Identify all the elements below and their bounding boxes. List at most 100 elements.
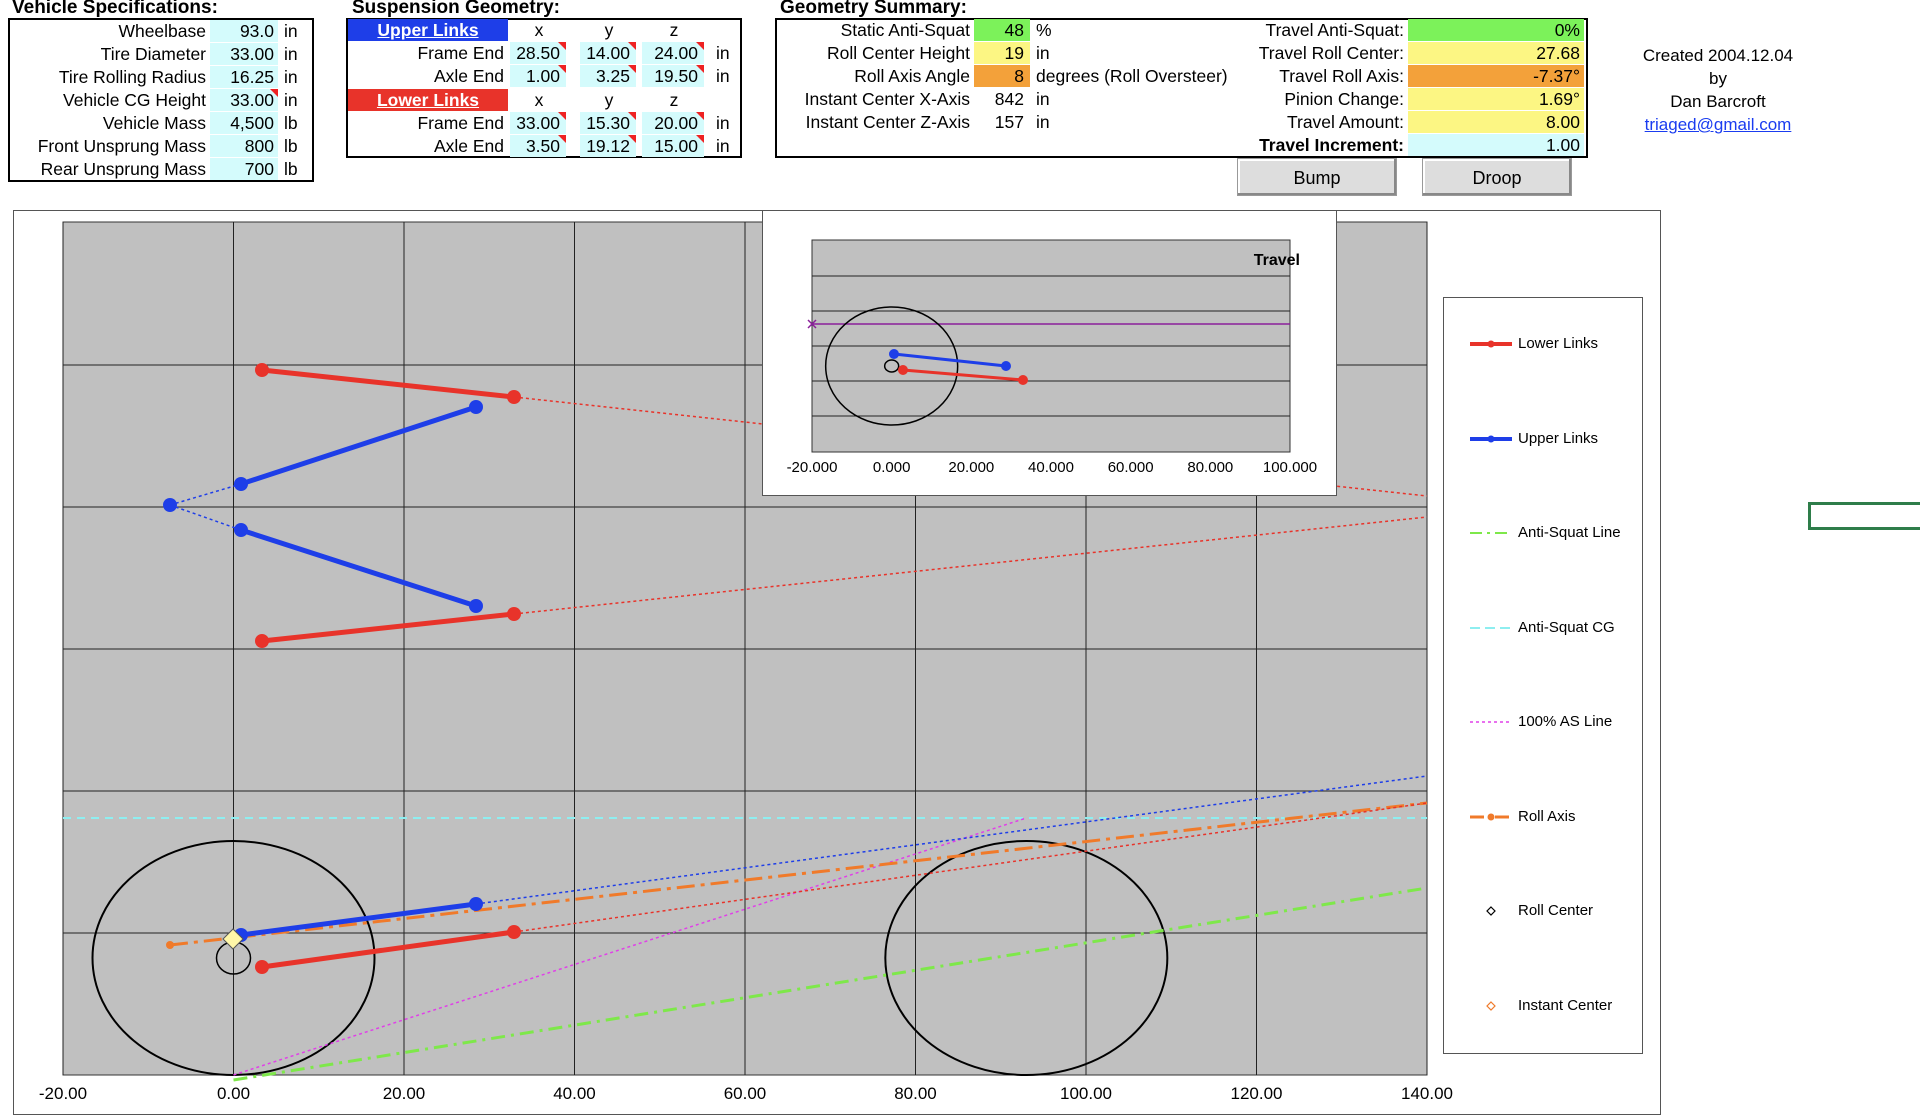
legend-label: Lower Links — [1518, 335, 1599, 352]
upper-links-header[interactable]: Upper Links — [348, 19, 508, 41]
summary-value: 19 — [974, 42, 1030, 64]
suspension-lower-value-field[interactable]: 3.50 — [510, 135, 566, 157]
suspension-lower-value-field[interactable]: 15.00 — [642, 135, 704, 157]
lower-links-header[interactable]: Lower Links — [348, 89, 508, 111]
summary-label: Instant Center Z-Axis — [805, 112, 970, 132]
summary-label: Roll Axis Angle — [854, 66, 970, 86]
suspension-geometry-title: Suspension Geometry: — [352, 0, 560, 18]
legend-item: Anti-Squat CG — [1444, 618, 1644, 638]
summary-travel-value: 8.00 — [1408, 111, 1584, 133]
credits-email-link[interactable]: triaged@gmail.com — [1644, 115, 1792, 134]
summary-travel-value: 1.69° — [1408, 88, 1584, 110]
suspension-upper-value-field[interactable]: 24.00 — [642, 42, 704, 64]
vehicle-spec-value-field[interactable]: 16.25 — [210, 66, 278, 88]
inset-chart-title: Travel — [1253, 252, 1300, 269]
summary-label: Static Anti-Squat — [840, 20, 970, 40]
vehicle-spec-unit: lb — [284, 136, 298, 156]
summary-unit: degrees (Roll Oversteer) — [1036, 66, 1228, 86]
upper-link-extension-line — [475, 775, 1428, 905]
legend-swatch — [1470, 340, 1512, 348]
vehicle-spec-value-field[interactable]: 33.00 — [210, 89, 278, 111]
legend-label: Anti-Squat Line — [1518, 524, 1621, 541]
column-header-x: x — [534, 90, 544, 110]
x-tick-label: 40.00 — [553, 1084, 596, 1103]
legend-label: Upper Links — [1518, 429, 1599, 447]
anti-squat-line — [233, 886, 1428, 1082]
credits: Created 2004.12.04 by Dan Barcroft triag… — [1600, 44, 1836, 136]
legend-item: Instant Center — [1444, 996, 1644, 1016]
link-joint-marker — [507, 607, 521, 621]
suspension-upper-value-field[interactable]: 14.00 — [580, 42, 636, 64]
x-tick-label: 100.00 — [1060, 1084, 1112, 1103]
vehicle-spec-value-field[interactable]: 93.0 — [210, 20, 278, 42]
bump-button[interactable]: Bump — [1237, 158, 1397, 196]
inset-link-joint — [898, 365, 908, 375]
vehicle-spec-unit: in — [284, 90, 298, 110]
legend-label: Roll Axis — [1518, 807, 1576, 825]
suspension-upper-value-field[interactable]: 28.50 — [510, 42, 566, 64]
droop-button[interactable]: Droop — [1422, 158, 1572, 196]
legend-swatch — [1470, 626, 1512, 629]
roll-axis-line — [169, 801, 1428, 947]
legend-label: Instant Center — [1518, 996, 1613, 1014]
summary-travel-value: 0% — [1408, 19, 1584, 41]
legend-item: Upper Links — [1444, 429, 1644, 449]
vehicle-spec-value-field[interactable]: 700 — [210, 158, 278, 180]
summary-value: 8 — [974, 65, 1030, 87]
vehicle-spec-value-field[interactable]: 33.00 — [210, 43, 278, 65]
link-joint-marker — [469, 599, 483, 613]
legend-swatch — [1470, 435, 1512, 442]
anti-squat-100-line — [233, 817, 1027, 1076]
summary-travel-label: Pinion Change: — [1284, 89, 1404, 109]
vehicle-spec-label: Tire Rolling Radius — [58, 67, 206, 87]
vehicle-spec-unit: in — [284, 67, 298, 87]
x-tick-label: -20.00 — [38, 1084, 88, 1103]
inset-travel-marker — [807, 319, 817, 329]
summary-unit: in — [1036, 89, 1050, 109]
suspension-row-label: Frame End — [417, 43, 504, 63]
legend-swatch — [1470, 532, 1512, 534]
vehicle-spec-value-field[interactable]: 800 — [210, 135, 278, 157]
vehicle-spec-unit: in — [284, 21, 298, 41]
summary-travel-value: 27.68 — [1408, 42, 1584, 64]
suspension-row-label: Axle End — [433, 66, 504, 86]
suspension-row-label: Axle End — [433, 136, 504, 156]
x-tick-label: 60.00 — [723, 1084, 767, 1103]
geometry-summary-title: Geometry Summary: — [780, 0, 967, 18]
vehicle-spec-value-field[interactable]: 4,500 — [210, 112, 278, 134]
legend-swatch — [1486, 1000, 1496, 1011]
suspension-upper-value-field[interactable]: 19.50 — [642, 65, 704, 87]
inset-axle-outline — [883, 359, 900, 373]
roll-axis-end-marker — [166, 941, 174, 949]
suspension-lower-value-field[interactable]: 15.30 — [580, 112, 636, 134]
inset-x-tick-label: 100.000 — [1262, 459, 1318, 476]
credits-by: by — [1709, 69, 1727, 88]
vehicle-spec-unit: lb — [284, 113, 298, 133]
selected-cell-outline[interactable] — [1808, 502, 1920, 530]
suspension-unit: in — [716, 66, 730, 86]
summary-unit: in — [1036, 43, 1050, 63]
suspension-upper-value-field[interactable]: 3.25 — [580, 65, 636, 87]
legend-item: Lower Links — [1444, 334, 1644, 354]
summary-travel-label: Travel Anti-Squat: — [1265, 20, 1404, 40]
summary-travel-value[interactable]: 1.00 — [1408, 134, 1584, 156]
suspension-lower-value-field[interactable]: 19.12 — [580, 135, 636, 157]
suspension-upper-value-field[interactable]: 1.00 — [510, 65, 566, 87]
link-joint-marker — [234, 477, 248, 491]
suspension-lower-value-field[interactable]: 20.00 — [642, 112, 704, 134]
summary-label: Roll Center Height — [827, 43, 970, 63]
vehicle-spec-unit: lb — [284, 159, 298, 179]
vehicle-spec-label: Vehicle Mass — [102, 113, 206, 133]
legend-item: Roll Center — [1444, 901, 1644, 921]
suspension-lower-value-field[interactable]: 33.00 — [510, 112, 566, 134]
summary-travel-label: Travel Roll Center: — [1258, 43, 1404, 63]
vehicle-specs-title: Vehicle Specifications: — [12, 0, 218, 18]
vehicle-spec-unit: in — [284, 44, 298, 64]
link-joint-marker — [255, 960, 269, 974]
inset-x-tick-label: 0.000 — [872, 459, 911, 476]
legend-label: Anti-Squat CG — [1518, 618, 1615, 636]
link-joint-marker — [163, 498, 177, 512]
top-view-lower-link — [261, 611, 515, 644]
column-header-z: z — [669, 20, 679, 40]
